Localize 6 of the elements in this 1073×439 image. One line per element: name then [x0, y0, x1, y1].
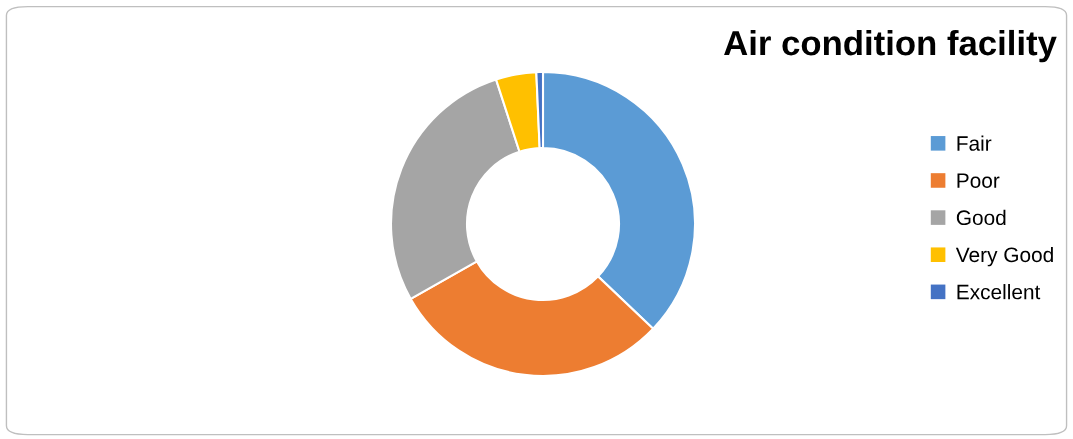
legend-label: Very Good [955, 246, 1053, 267]
legend-label: Excellent [957, 284, 1041, 300]
legend-label: Poor [957, 173, 1000, 188]
legend-label: Fair [957, 135, 992, 151]
legend-label: Good [956, 209, 1006, 226]
chart-title: Air condition facility [724, 29, 1057, 63]
